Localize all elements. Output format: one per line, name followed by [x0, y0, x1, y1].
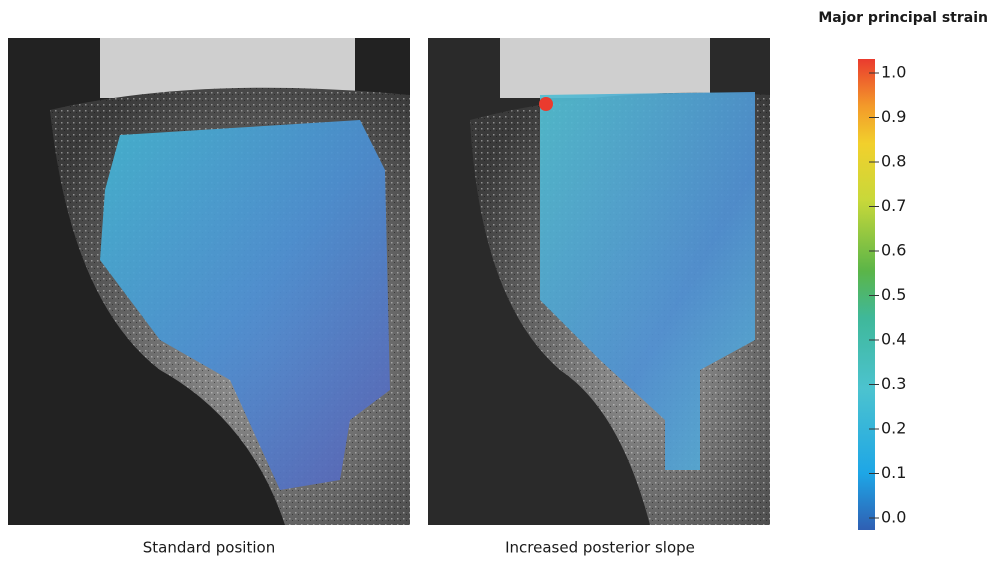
tick-label: 0.5	[881, 285, 906, 304]
left-photo	[8, 38, 410, 526]
panel-caption: Standard position	[143, 539, 275, 557]
panel-caption: Increased posterior slope	[505, 539, 695, 557]
right-photo	[428, 38, 770, 526]
tick-label: 1.0	[881, 63, 906, 82]
tick-label: 0.9	[881, 107, 906, 126]
hotspot	[539, 97, 553, 111]
tick-label: 0.4	[881, 330, 906, 349]
tick-label: 0.6	[881, 241, 906, 260]
colorbar-scale	[858, 59, 875, 530]
tick-label: 0.1	[881, 463, 906, 482]
colorbar: 0.0 0.1 0.2 0.3 0.4 0.5 0.6 0.7 0.8 0.9 1.0	[858, 59, 906, 530]
tick-label: 0.0	[881, 508, 906, 527]
tick-label: 0.2	[881, 419, 906, 438]
tick-label: 0.7	[881, 196, 906, 215]
tick-label: 0.8	[881, 152, 906, 171]
colorbar-title: Major principal strain	[818, 10, 988, 26]
tick-label: 0.3	[881, 374, 906, 393]
